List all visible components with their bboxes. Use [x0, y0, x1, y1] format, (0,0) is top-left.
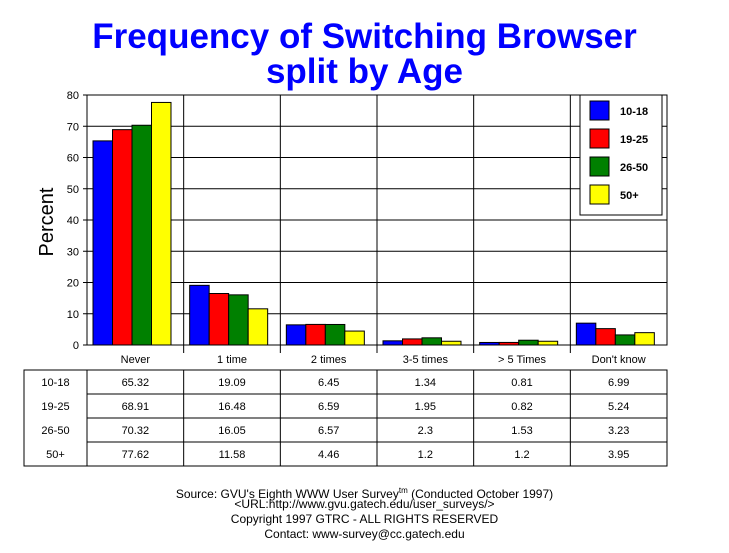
table-cell: 1.34 [415, 377, 436, 389]
bar-19-25-2 times [305, 323, 326, 346]
x-tick-label: 2 times [311, 354, 347, 366]
table-cell: 16.48 [218, 401, 246, 413]
table-cell: 68.91 [122, 401, 150, 413]
x-tick-label: Don't know [592, 354, 646, 366]
bar-10-18-Don't know [575, 322, 597, 346]
bar-19-25-1 time [208, 293, 230, 346]
bar-26-50-> 5 Times [518, 339, 539, 346]
table-cell: 6.57 [318, 425, 339, 437]
table-cell: 6.59 [318, 401, 339, 413]
table-cell: 65.32 [122, 377, 150, 389]
bar-50+-3-5 times [441, 340, 462, 346]
table-cell: 0.81 [511, 377, 532, 389]
legend-label: 50+ [620, 190, 639, 202]
bar-50+-> 5 Times [537, 340, 559, 346]
bar-50+-Don't know [634, 332, 655, 346]
bar-19-25-> 5 Times [498, 341, 520, 346]
table-row-header: 26-50 [41, 425, 69, 437]
y-tick-label: 60 [67, 153, 79, 165]
table-cell: 4.46 [318, 449, 339, 461]
legend-swatch-50+ [589, 184, 610, 205]
y-tick-label: 30 [67, 246, 79, 258]
bar-10-18-Never [92, 140, 113, 346]
bar-19-25-Don't know [595, 328, 616, 346]
table-cell: 6.45 [318, 377, 339, 389]
legend-swatch-19-25 [589, 128, 610, 149]
legend-swatch-10-18 [589, 100, 610, 121]
url-line: <URL:http://www.gvu.gatech.edu/user_surv… [234, 497, 495, 511]
copyright-line: Copyright 1997 GTRC - ALL RIGHTS RESERVE… [230, 512, 499, 526]
legend-label: 19-25 [620, 134, 648, 146]
bar-19-25-3-5 times [402, 338, 423, 346]
y-tick-label: 20 [67, 278, 79, 290]
legend-label: 26-50 [620, 162, 648, 174]
y-axis-label: Percent [36, 187, 58, 256]
table-cell: 77.62 [122, 449, 150, 461]
x-tick-label: Never [121, 354, 151, 366]
y-tick-label: 70 [67, 121, 79, 133]
table-cell: 16.05 [218, 425, 246, 437]
table-cell: 3.95 [608, 449, 629, 461]
bar-26-50-Never [131, 124, 152, 346]
table-row-header: 50+ [46, 449, 65, 461]
y-tick-label: 10 [67, 309, 79, 321]
table-cell: 2.3 [418, 425, 433, 437]
table-cell: 6.99 [608, 377, 629, 389]
bar-10-18-> 5 Times [479, 341, 500, 346]
x-tick-label: > 5 Times [498, 354, 546, 366]
bar-26-50-3-5 times [421, 337, 442, 346]
y-tick-label: 50 [67, 184, 79, 196]
bar-26-50-Don't know [614, 334, 636, 346]
table-cell: 1.2 [514, 449, 529, 461]
bar-50+-2 times [344, 330, 365, 346]
bar-26-50-1 time [228, 294, 249, 346]
bar-10-18-3-5 times [382, 340, 403, 346]
bar-10-18-1 time [189, 284, 210, 346]
table-cell: 3.23 [608, 425, 629, 437]
chart-title: Frequency of Switching Browser [92, 17, 637, 56]
chart-subtitle: split by Age [265, 52, 464, 91]
bar-26-50-2 times [324, 323, 346, 346]
table-cell: 70.32 [122, 425, 150, 437]
table-cell: 11.58 [219, 449, 246, 461]
table-cell: 19.09 [218, 377, 246, 389]
bar-50+-1 time [247, 308, 269, 346]
x-tick-label: 1 time [217, 354, 247, 366]
table-cell: 0.82 [511, 401, 532, 413]
x-tick-label: 3-5 times [403, 354, 449, 366]
y-tick-label: 80 [67, 90, 79, 102]
y-tick-label: 0 [73, 340, 79, 352]
legend-swatch-26-50 [589, 156, 610, 177]
table-cell: 1.2 [418, 449, 433, 461]
table-cell: 1.53 [511, 425, 532, 437]
bar-19-25-Never [112, 129, 133, 346]
bar-50+-Never [151, 101, 172, 346]
table-cell: 5.24 [608, 401, 629, 413]
source-line: Source: GVU's Eighth WWW User Surveytm (… [175, 486, 554, 501]
table-cell: 1.95 [415, 401, 436, 413]
table-row-header: 10-18 [41, 377, 69, 389]
y-tick-label: 40 [67, 215, 79, 227]
contact-line: Contact: www-survey@cc.gatech.edu [264, 527, 465, 541]
table-row-header: 19-25 [41, 401, 69, 413]
legend-label: 10-18 [620, 106, 648, 118]
bar-10-18-2 times [285, 324, 307, 346]
